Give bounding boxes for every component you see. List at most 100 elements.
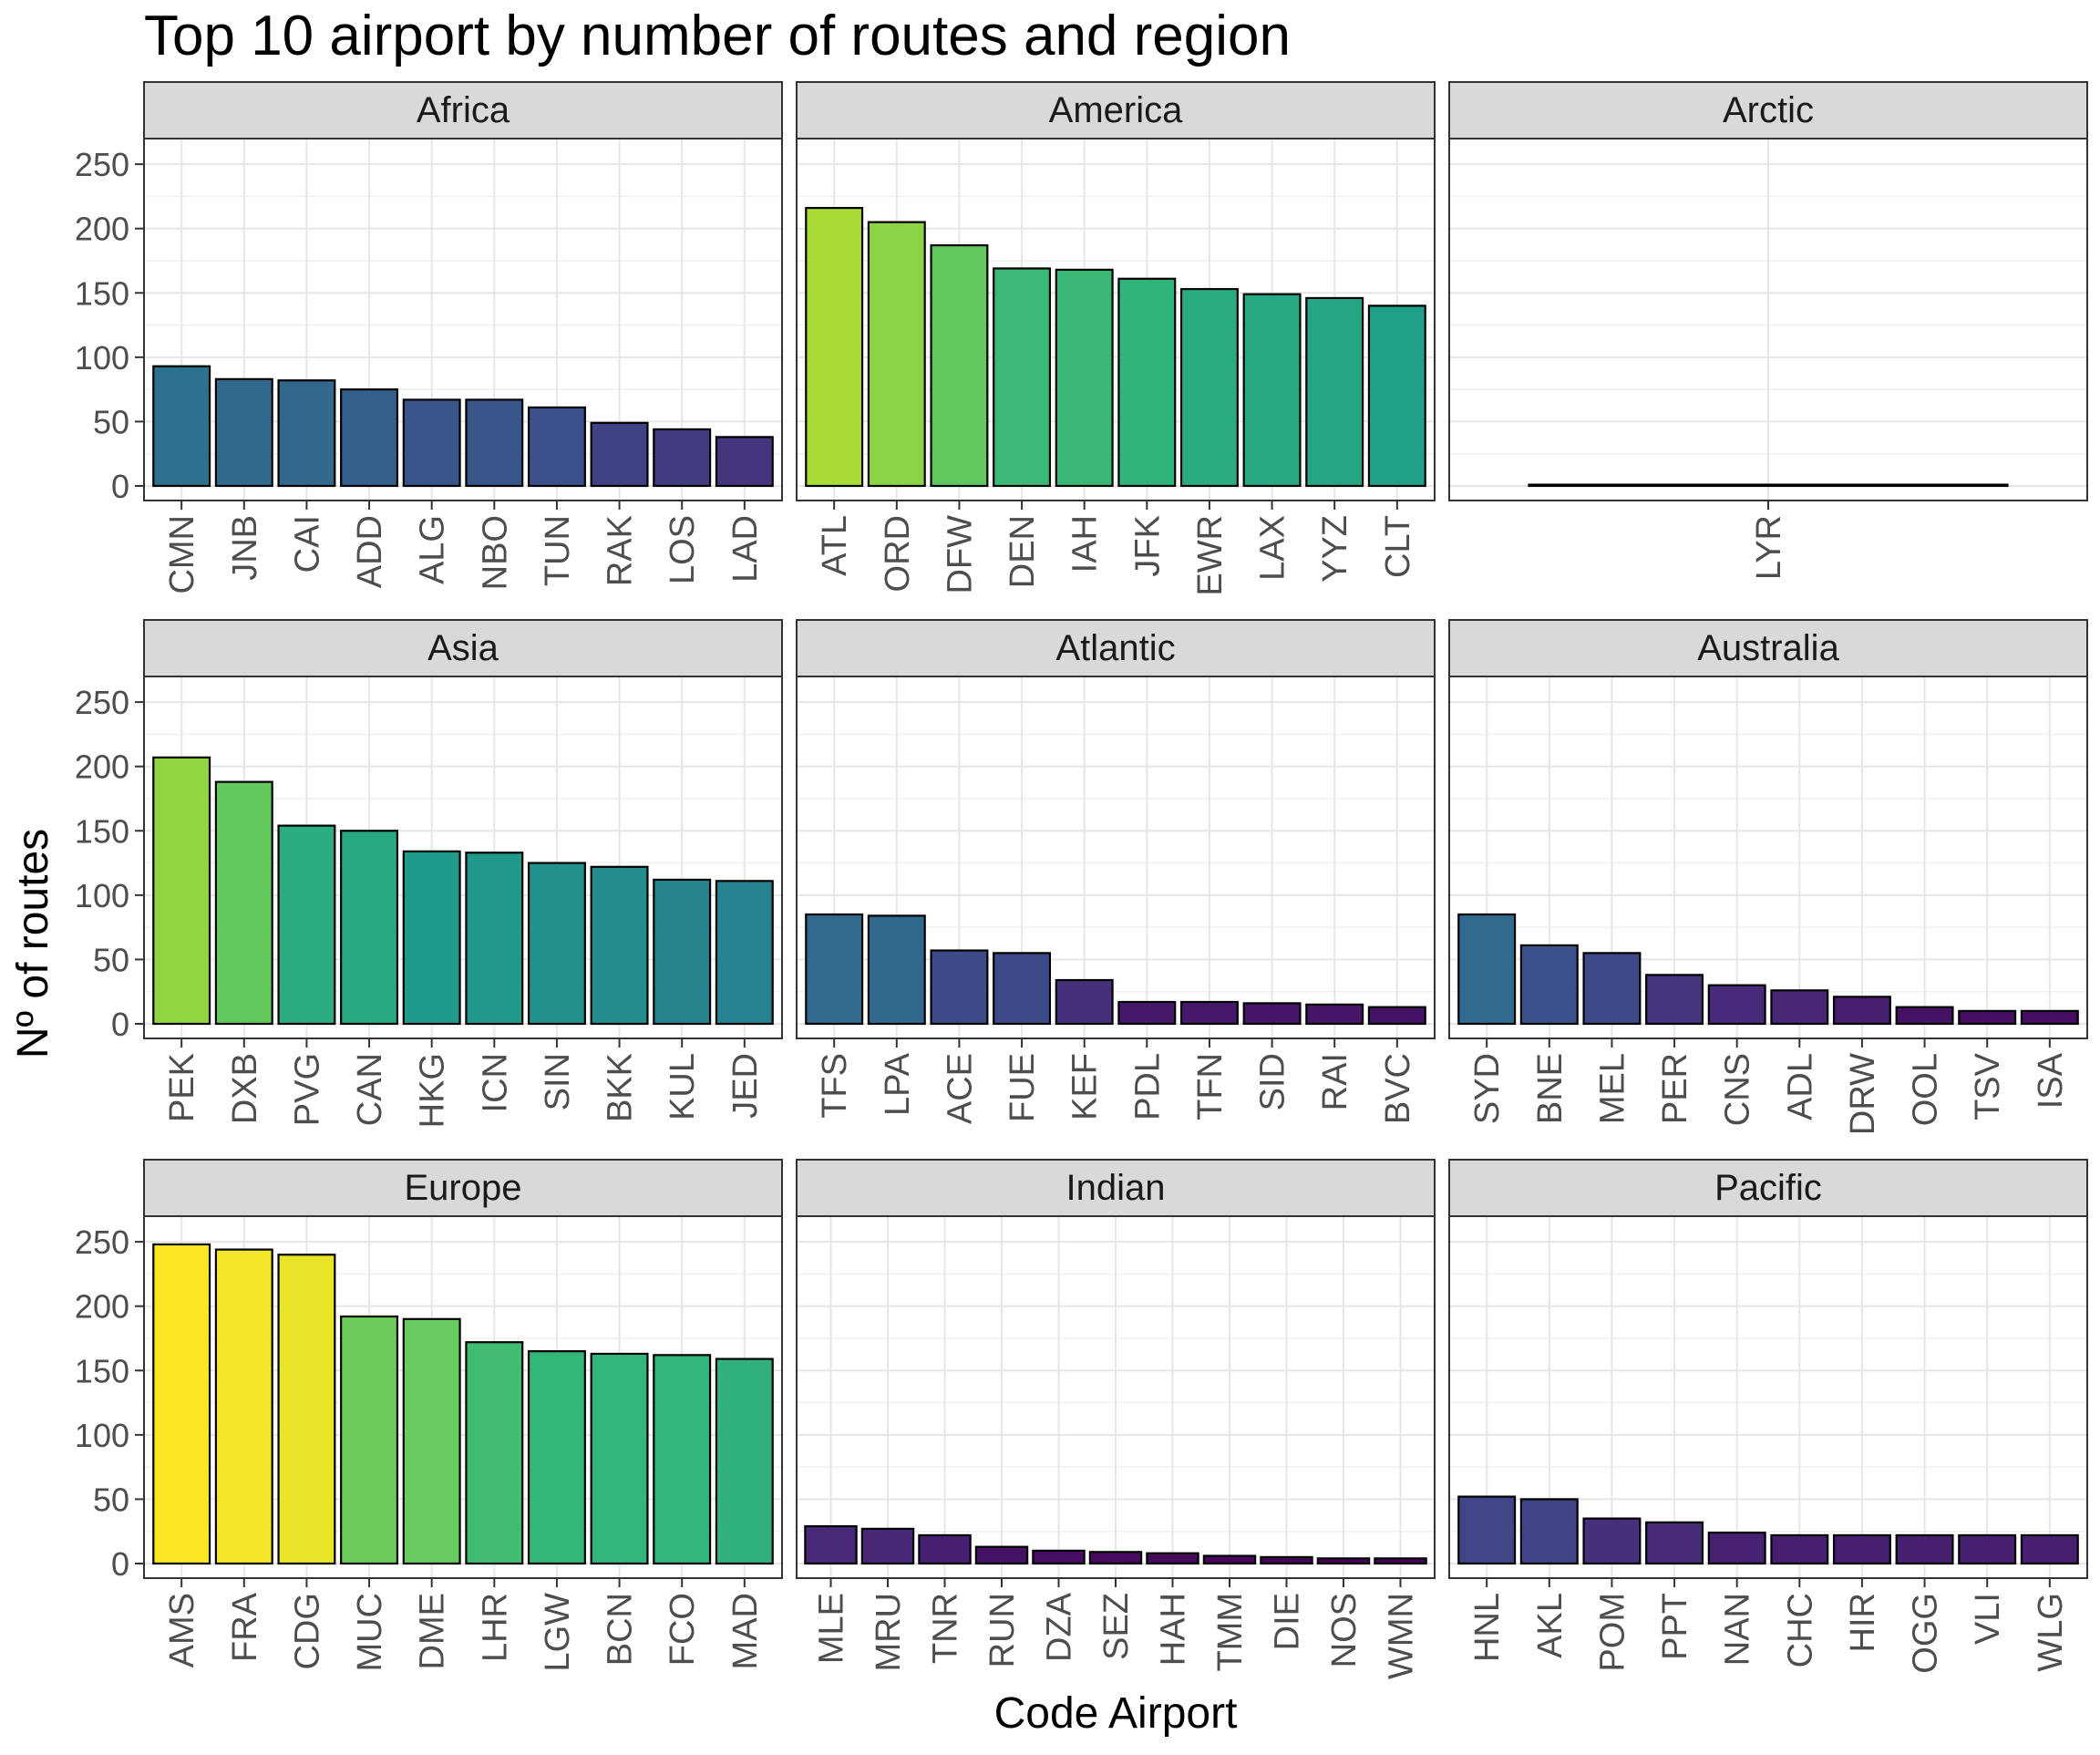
x-tick-label: LAX [1254, 515, 1292, 581]
x-tick-label: TFN [1191, 1053, 1230, 1120]
facet-panel-africa: Africa 0 50 100 150 200 250 CMN JNB CAI ADD ALG NBO T… [75, 81, 783, 594]
y-tick-label: 100 [75, 339, 129, 377]
bar-muc [340, 1315, 399, 1565]
x-tick-label: VLI [1969, 1593, 2007, 1645]
x-tick-label: BNE [1531, 1053, 1570, 1124]
x-tick-label: JED [726, 1053, 765, 1119]
bar-ogg [1895, 1533, 1954, 1565]
bar-nbo [465, 398, 524, 488]
x-tick-label: ACE [941, 1053, 979, 1124]
bar-rak [590, 421, 649, 488]
x-tick-label: JFK [1128, 515, 1167, 577]
facet-strip [1448, 619, 2088, 677]
y-tick-label: 50 [93, 941, 129, 978]
bar-cmn [152, 365, 211, 488]
x-tick-label: NAN [1719, 1593, 1757, 1666]
bar-tsv [1958, 1009, 2017, 1026]
x-tick-label: IAH [1066, 515, 1105, 573]
x-tick-label: WLG [2032, 1593, 2070, 1672]
bar-adl [1770, 989, 1829, 1026]
bar-jed [715, 880, 774, 1026]
facet-strip [796, 81, 1436, 139]
bar-wmn [1374, 1557, 1427, 1565]
x-tick-label: SEZ [1097, 1593, 1136, 1660]
x-tick-label: ALG [414, 515, 452, 584]
x-tick-label: DIE [1269, 1593, 1307, 1650]
bar-chc [1770, 1533, 1829, 1565]
facet-strip [143, 1159, 783, 1217]
x-axis-title: Code Airport [994, 1689, 1238, 1738]
x-tick-label: FUE [1004, 1053, 1042, 1122]
bar-akl [1519, 1498, 1579, 1565]
facet-strip [143, 619, 783, 677]
facet-strip [1448, 81, 2088, 139]
x-tick-label: PPT [1656, 1593, 1694, 1660]
bar-kul [653, 878, 712, 1026]
x-tick-label: DRW [1844, 1053, 1882, 1135]
facet-panel-america: America ATL ORD DFW DEN IAH JFK EWR LAX YYZ CLT [796, 81, 1436, 596]
x-tick-label: KUL [664, 1053, 702, 1120]
x-tick-label: TNR [927, 1593, 965, 1664]
x-tick-label: CDG [288, 1593, 326, 1669]
facet-strip [1448, 1159, 2088, 1217]
bar-den [993, 267, 1052, 488]
facet-strip-label: Indian [1066, 1168, 1166, 1208]
bar-pek [152, 756, 211, 1026]
x-tick-label: RAK [602, 515, 640, 586]
y-tick-label: 100 [75, 1417, 129, 1454]
facet-strip-label: Europe [405, 1168, 522, 1208]
bar-jfk [1117, 277, 1177, 488]
facet-strip-label: Arctic [1723, 90, 1814, 130]
facet-panel-indian: Indian MLE MRU TNR RUN DZA SEZ HAH TMM DIE NOS WMN [796, 1159, 1436, 1679]
bar-iah [1055, 268, 1114, 488]
x-tick-label: ADL [1781, 1053, 1819, 1120]
bar-syd [1457, 913, 1517, 1026]
x-tick-label: MLE [813, 1593, 851, 1664]
bar-hkg [402, 850, 461, 1026]
y-tick-label: 150 [75, 274, 129, 312]
y-tick-label: 250 [75, 1223, 129, 1261]
facet-strip-label: Atlantic [1055, 628, 1175, 668]
x-tick-label: HNL [1468, 1593, 1507, 1662]
facet-panel-australia: Australia SYD BNE MEL PER CNS ADL DRW OOL TSV ISA [1448, 619, 2088, 1135]
x-tick-label: LHR [476, 1593, 514, 1662]
x-tick-label: MAD [726, 1593, 765, 1669]
bar-dxb [214, 780, 273, 1026]
bar-mad [715, 1358, 774, 1565]
x-tick-label: ISA [2032, 1052, 2070, 1109]
bar-can [340, 830, 399, 1026]
facet-panel-pacific: Pacific HNL AKL POM PPT NAN CHC HIR OGG VLI WLG [1448, 1159, 2088, 1674]
bar-dza [1032, 1549, 1086, 1565]
bar-sin [527, 862, 586, 1026]
bar-cdg [277, 1254, 336, 1565]
bar-sez [1088, 1551, 1143, 1565]
bar-tun [527, 406, 586, 488]
y-tick-label: 200 [75, 211, 129, 248]
facet-panel-europe: Europe 0 50 100 150 200 250 AMS FRA CDG MUC DME LHR L… [75, 1159, 783, 1672]
x-tick-label: ADD [351, 515, 389, 588]
bar-lhr [465, 1341, 524, 1565]
y-tick-label: 250 [75, 146, 129, 183]
y-tick-label: 250 [75, 684, 129, 721]
x-tick-label: JNB [226, 515, 264, 581]
x-tick-label: LGW [539, 1593, 577, 1672]
x-tick-label: SYD [1468, 1053, 1507, 1124]
y-tick-label: 150 [75, 1352, 129, 1389]
x-tick-label: LOS [664, 515, 702, 584]
bar-lax [1242, 293, 1302, 488]
bar-jnb [214, 377, 273, 488]
y-tick-label: 0 [111, 468, 129, 505]
x-tick-label: OGG [1907, 1593, 1945, 1674]
bar-add [340, 388, 399, 488]
bar-cns [1707, 984, 1766, 1026]
bar-alg [402, 398, 461, 488]
bar-pdl [1117, 1000, 1177, 1026]
x-tick-label: DXB [226, 1053, 264, 1124]
bar-drw [1832, 996, 1891, 1026]
bar-ams [152, 1243, 211, 1565]
x-tick-label: HIR [1844, 1593, 1882, 1652]
bar-icn [465, 852, 524, 1026]
bar-ace [930, 949, 989, 1026]
x-tick-label: TUN [539, 515, 577, 586]
